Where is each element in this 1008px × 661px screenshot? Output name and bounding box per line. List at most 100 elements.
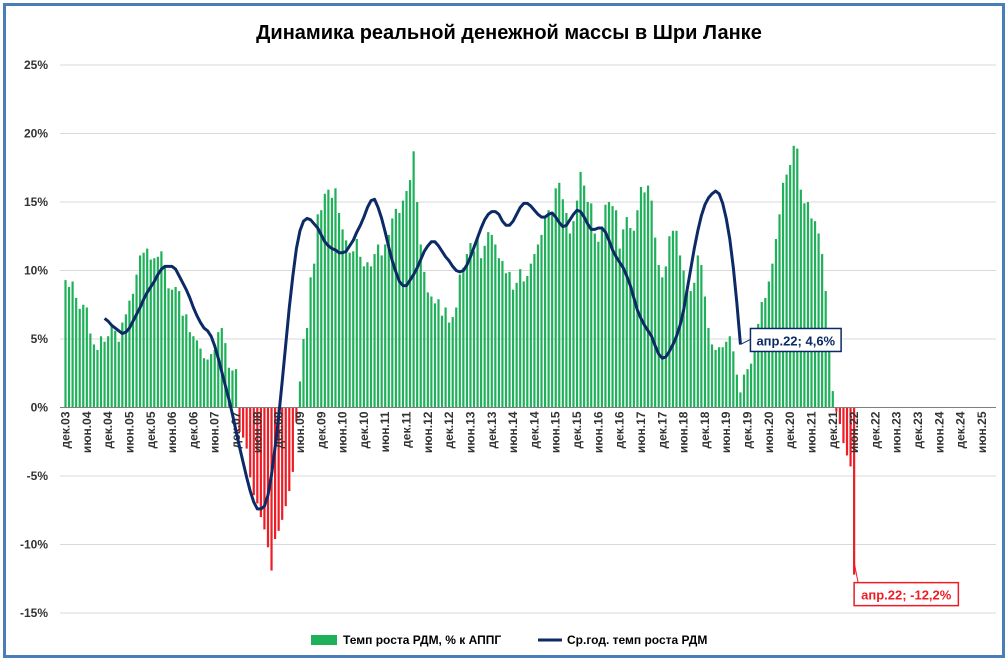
bar xyxy=(103,342,105,408)
bar xyxy=(128,301,130,408)
bar xyxy=(199,349,201,408)
bar xyxy=(381,255,383,407)
bar xyxy=(611,206,613,407)
bar xyxy=(540,235,542,408)
bar xyxy=(146,249,148,408)
bar xyxy=(640,187,642,408)
bar xyxy=(96,350,98,408)
x-tick-label: июн.18 xyxy=(677,411,691,453)
bar xyxy=(89,334,91,408)
bar xyxy=(668,236,670,407)
bar xyxy=(370,266,372,407)
bar xyxy=(690,291,692,407)
bar xyxy=(224,343,226,407)
y-tick-label: -5% xyxy=(27,469,49,483)
bar xyxy=(693,283,695,408)
bar xyxy=(118,342,120,408)
bar xyxy=(324,194,326,408)
bar xyxy=(523,281,525,407)
bar xyxy=(494,244,496,407)
bar xyxy=(171,290,173,408)
bar xyxy=(686,287,688,408)
bar xyxy=(437,299,439,407)
bar xyxy=(807,202,809,408)
legend-bar-label: Темп роста РДМ, % к АППГ xyxy=(343,633,501,647)
line-last-value-label: апр.22; 4,6% xyxy=(756,333,835,348)
bar xyxy=(139,255,141,407)
x-tick-label: июн.12 xyxy=(421,411,435,453)
y-tick-label: 0% xyxy=(31,401,49,415)
bar xyxy=(235,369,237,407)
bar xyxy=(569,234,571,408)
bar xyxy=(93,344,95,407)
bar xyxy=(299,381,301,407)
bar xyxy=(565,213,567,408)
bar xyxy=(626,217,628,407)
bar xyxy=(558,183,560,408)
bar xyxy=(615,210,617,407)
bar xyxy=(125,314,127,407)
bar xyxy=(75,298,77,408)
bar xyxy=(157,257,159,408)
bar-last-value-callout: апр.22; -12,2% xyxy=(854,562,958,605)
bar xyxy=(267,408,269,548)
x-tick-label: июн.22 xyxy=(847,411,861,453)
bar-last-value-label: апр.22; -12,2% xyxy=(861,588,952,603)
bar xyxy=(505,273,507,407)
bar xyxy=(182,316,184,408)
bar xyxy=(476,236,478,407)
bar xyxy=(373,254,375,407)
bar xyxy=(530,264,532,408)
x-tick-label: июн.07 xyxy=(208,411,222,453)
bar xyxy=(572,221,574,407)
bar xyxy=(349,253,351,408)
x-tick-label: дек.03 xyxy=(59,411,73,448)
bar xyxy=(100,336,102,407)
bar xyxy=(754,350,756,408)
x-tick-label: июн.24 xyxy=(932,411,946,453)
x-tick-label: дек.20 xyxy=(783,411,797,448)
bar-series xyxy=(64,146,855,575)
bar xyxy=(473,251,475,407)
bar xyxy=(587,202,589,408)
bar xyxy=(175,287,177,408)
bar xyxy=(217,332,219,407)
x-tick-label: дек.18 xyxy=(698,411,712,448)
bar xyxy=(789,165,791,407)
bar xyxy=(402,201,404,408)
bar xyxy=(746,369,748,407)
bar xyxy=(619,249,621,408)
bar xyxy=(441,316,443,408)
chart-title: Динамика реальной денежной массы в Шри Л… xyxy=(256,22,762,44)
bar xyxy=(800,190,802,408)
bar xyxy=(310,277,312,407)
bar xyxy=(430,297,432,408)
bar xyxy=(491,235,493,408)
bar xyxy=(480,258,482,407)
bar xyxy=(68,287,70,408)
bar xyxy=(817,234,819,408)
bar xyxy=(363,266,365,407)
bar xyxy=(189,332,191,407)
bar xyxy=(732,351,734,407)
bar xyxy=(164,265,166,407)
chart-area: Динамика реальной денежной массы в Шри Л… xyxy=(6,6,1002,655)
bar xyxy=(327,190,329,408)
bar xyxy=(519,269,521,407)
x-tick-label: дек.22 xyxy=(868,411,882,448)
x-tick-label: июн.14 xyxy=(506,411,520,453)
bar xyxy=(196,340,198,407)
y-tick-label: -10% xyxy=(20,538,48,552)
bar xyxy=(420,244,422,407)
bar xyxy=(210,354,212,407)
bar xyxy=(661,277,663,407)
x-tick-label: июн.11 xyxy=(378,411,392,452)
bar xyxy=(714,350,716,408)
bar xyxy=(317,214,319,407)
bar xyxy=(160,251,162,407)
bar xyxy=(651,201,653,408)
bar xyxy=(434,303,436,407)
bar xyxy=(526,276,528,408)
bar xyxy=(384,244,386,407)
x-tick-label: дек.05 xyxy=(144,411,158,448)
